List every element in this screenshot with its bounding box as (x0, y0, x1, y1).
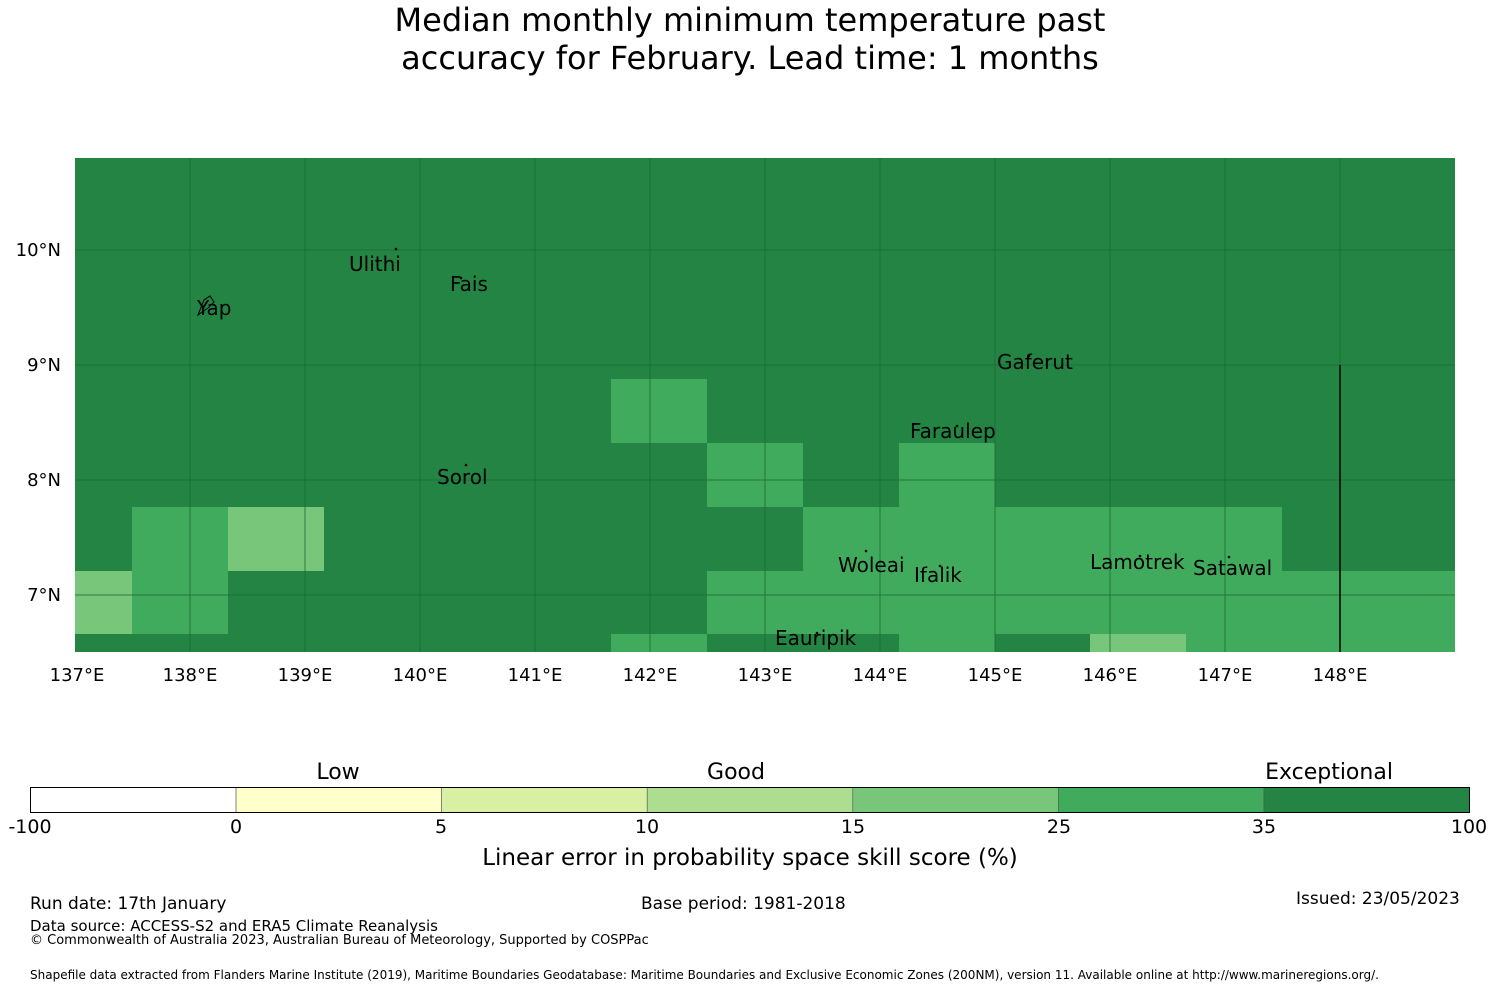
base-period: Base period: 1981-2018 (641, 894, 846, 914)
colorbar-tick-label: 10 (634, 816, 660, 838)
lon-label: 140°E (393, 665, 448, 686)
colorbar-segment (30, 787, 237, 813)
lon-label: 145°E (968, 665, 1023, 686)
gridlines (75, 158, 1455, 652)
faraulep-island-dot (955, 424, 959, 428)
yap-island-shape (196, 295, 215, 317)
skill-cell (611, 634, 707, 652)
skill-cell (75, 571, 132, 634)
data-source: Data source: ACCESS-S2 and ERA5 Climate … (30, 917, 438, 935)
lat-label: 8°N (27, 470, 61, 491)
lat-label: 9°N (27, 355, 61, 376)
colorbar-tick-label: 15 (840, 816, 866, 838)
ulithi-island-dot (394, 247, 398, 251)
eauripik-island-dot (815, 631, 819, 635)
issued-date: Issued: 23/05/2023 (1296, 889, 1460, 909)
place-label-gaferut: Gaferut (997, 350, 1073, 374)
colorbar-tick-label: 0 (229, 816, 243, 838)
shapefile-attribution: Shapefile data extracted from Flanders M… (30, 968, 1379, 982)
place-label-faraulep: Faraulep (910, 419, 996, 443)
colorbar-segment (441, 787, 648, 813)
sorol-island-dot (464, 463, 468, 467)
lon-label: 137°E (50, 665, 105, 686)
colorbar-category-exceptional: Exceptional (1265, 760, 1393, 785)
place-label-eauripik: Eauripik (775, 626, 857, 650)
skill-cell (995, 507, 1282, 571)
lon-label: 147°E (1198, 665, 1253, 686)
lon-label: 146°E (1083, 665, 1138, 686)
colorbar-category-low: Low (316, 760, 360, 785)
skill-cell (803, 507, 995, 571)
colorbar-tick-label: -100 (8, 816, 52, 838)
place-label-satawal: Satawal (1193, 556, 1272, 580)
lon-label: 141°E (508, 665, 563, 686)
colorbar-tick-label: 35 (1251, 816, 1277, 838)
lat-label: 10°N (16, 240, 61, 261)
satawal-island-dot (1227, 555, 1231, 559)
woleai-island-dot (864, 549, 868, 553)
lamotrek-island-dot (1138, 554, 1142, 558)
ifalik-island-dot (938, 564, 942, 568)
place-label-sorol: Sorol (437, 465, 488, 489)
colorbar-segment (1058, 787, 1265, 813)
place-label-ulithi: Ulithi (349, 252, 401, 276)
lon-label: 139°E (278, 665, 333, 686)
skill-cell (228, 507, 324, 571)
lon-label: 142°E (623, 665, 678, 686)
lon-label: 148°E (1313, 665, 1368, 686)
colorbar (30, 787, 1470, 813)
skill-cell (611, 379, 707, 443)
skill-cell (899, 443, 995, 507)
place-label-ifalik: Ifalik (914, 563, 962, 587)
place-label-woleai: Woleai (838, 553, 905, 577)
colorbar-axis-label: Linear error in probability space skill … (482, 845, 1018, 871)
run-date: Run date: 17th January (30, 894, 227, 914)
skill-map: Ulithi Fais Yap Gaferut Faraulep Sorol W… (16, 158, 1455, 686)
skill-cells (75, 379, 1455, 652)
lon-label: 138°E (163, 665, 218, 686)
chart-title-line-2: accuracy for February. Lead time: 1 mont… (401, 39, 1099, 77)
chart-title-line-1: Median monthly minimum temperature past (394, 1, 1106, 39)
skill-cell (707, 443, 803, 507)
place-label-lamotrek: Lamotrek (1090, 550, 1185, 574)
skill-cell (899, 634, 995, 652)
colorbar-segment (852, 787, 1059, 813)
colorbar-tick-label: 100 (1450, 816, 1488, 838)
skill-cell (707, 571, 1455, 634)
place-label-yap: Yap (196, 296, 231, 320)
colorbar-category-good: Good (707, 760, 765, 785)
island-markers (196, 247, 1231, 635)
copyright-notice: © Commonwealth of Australia 2023, Austra… (30, 933, 649, 948)
colorbar-segment (1263, 787, 1470, 813)
colorbar-tick-label: 25 (1046, 816, 1072, 838)
lat-label: 7°N (27, 585, 61, 606)
gaferut-island-dot (1027, 354, 1031, 358)
fais-island-dot (459, 276, 463, 280)
skill-cell (1090, 634, 1186, 652)
lon-label: 144°E (853, 665, 908, 686)
skill-cell (132, 507, 228, 634)
place-label-fais: Fais (450, 272, 488, 296)
lon-label: 143°E (738, 665, 793, 686)
colorbar-tick-label: 5 (434, 816, 448, 838)
colorbar-segment (646, 787, 854, 813)
colorbar-segment (235, 787, 442, 813)
